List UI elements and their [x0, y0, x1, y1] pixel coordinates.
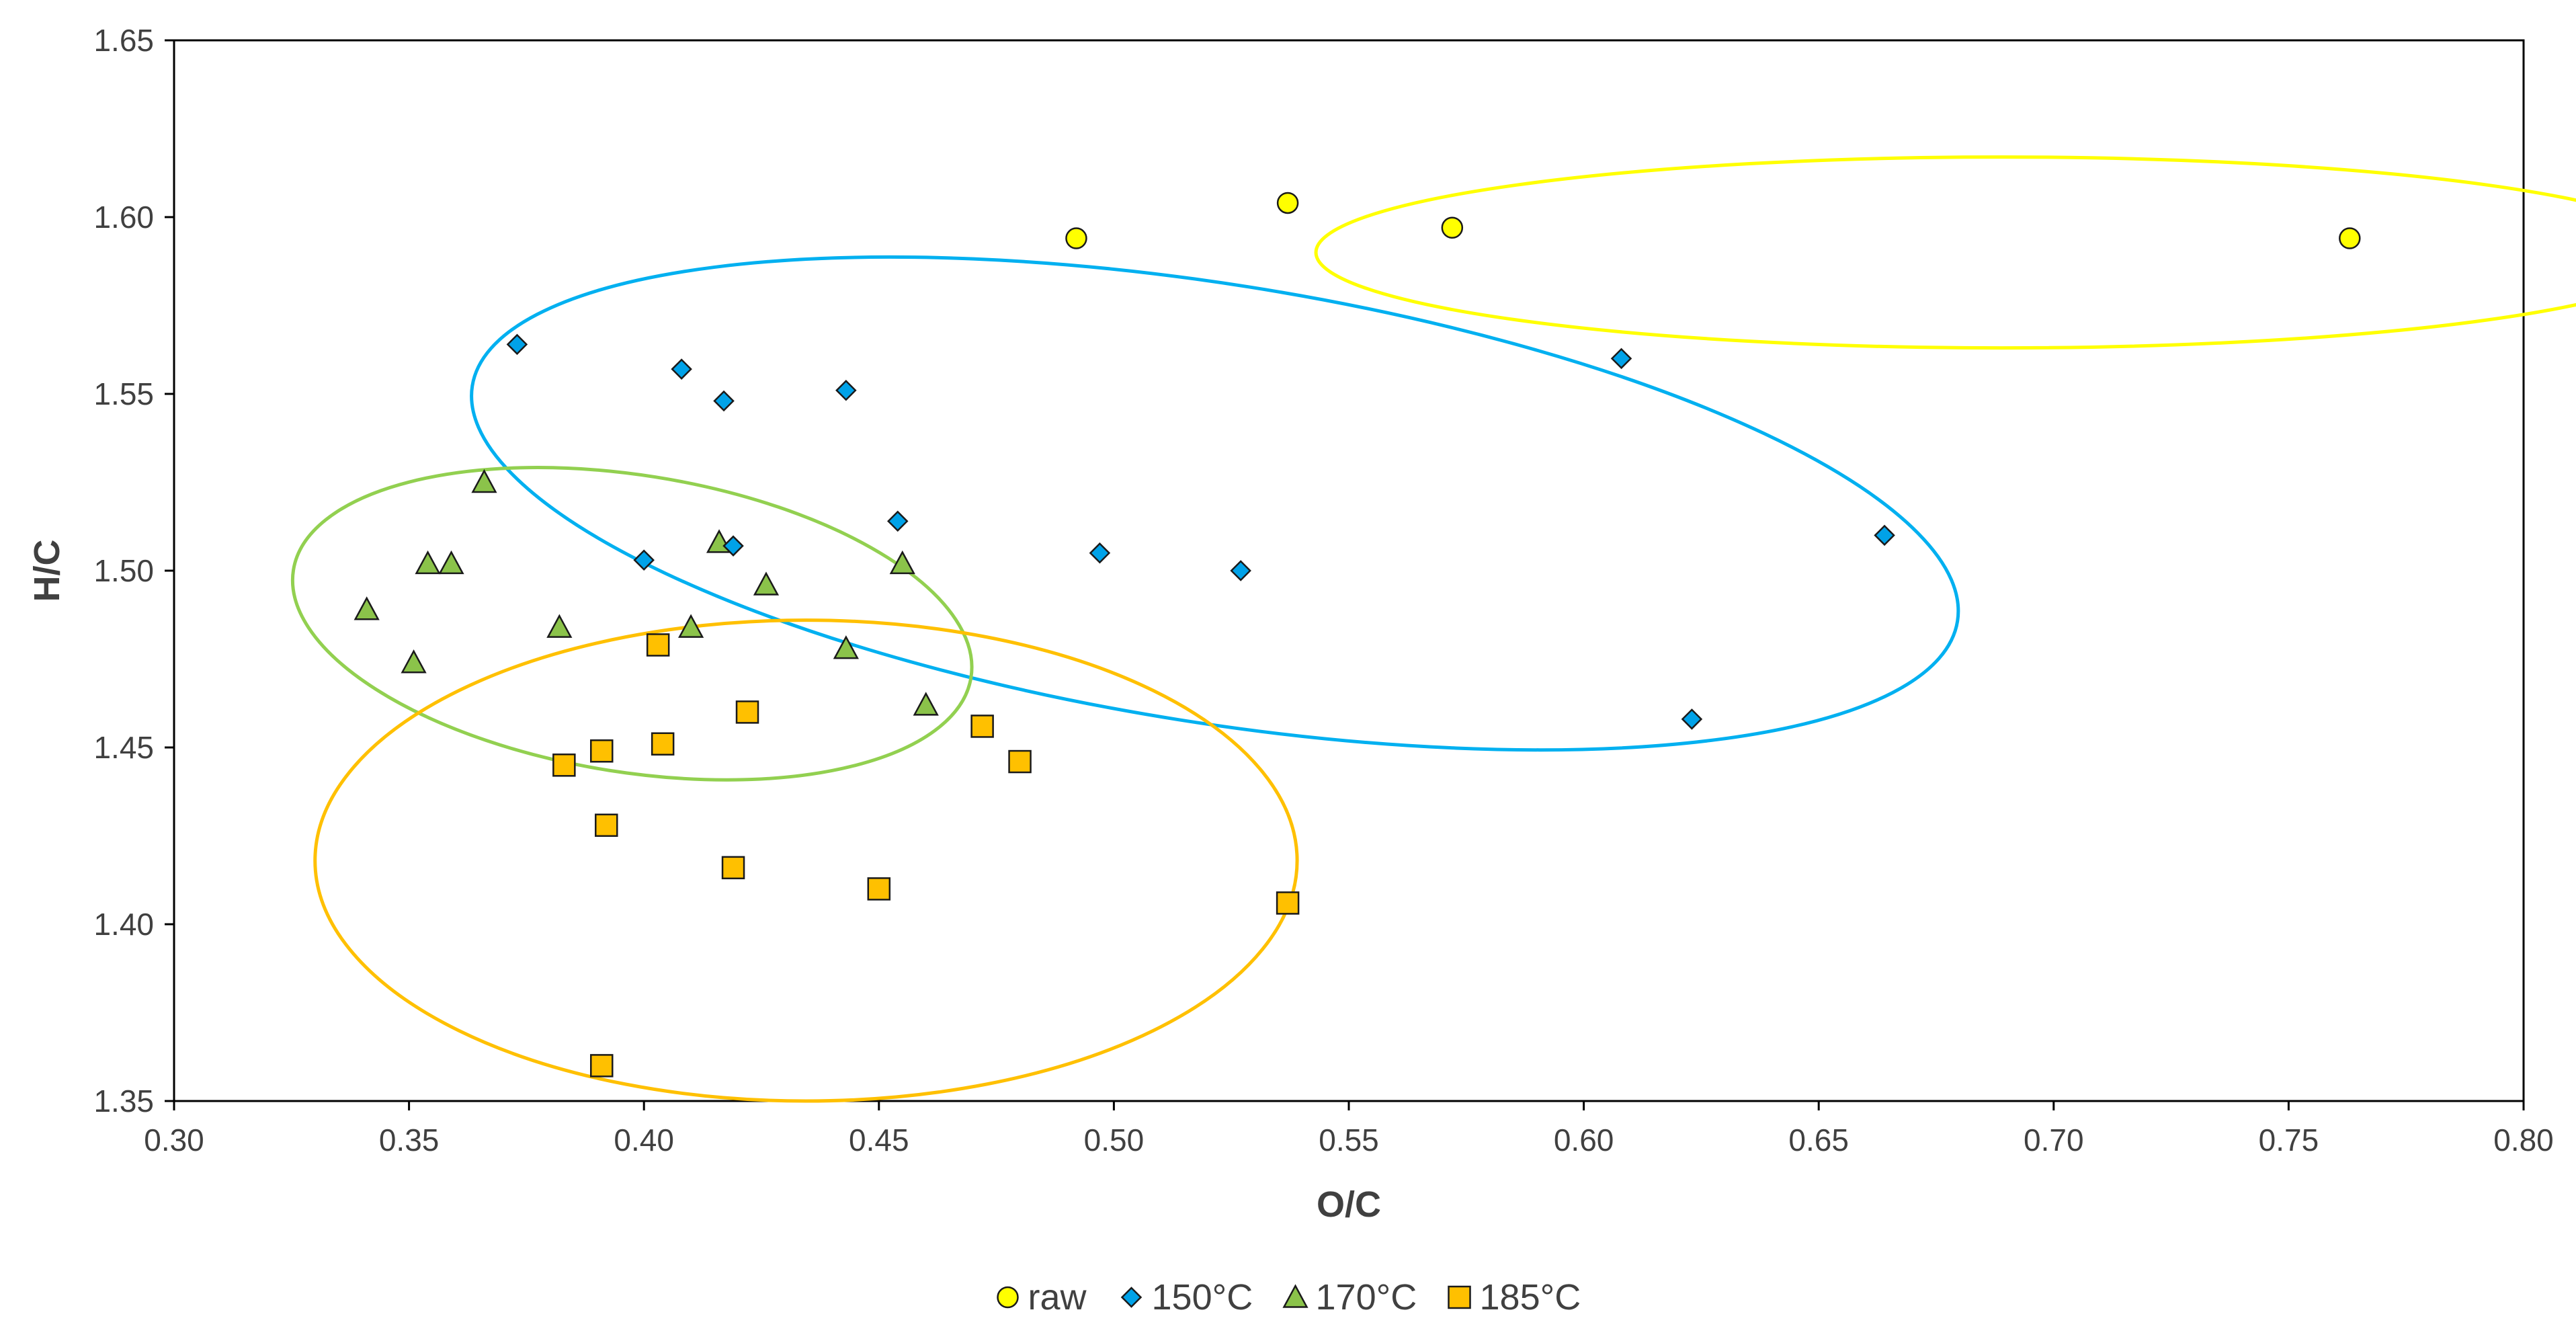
ellipse-layer	[290, 155, 2576, 1103]
point-raw	[1276, 192, 1299, 214]
point-150c	[835, 379, 857, 401]
point-185c	[646, 633, 670, 657]
x-tick-label: 0.65	[1788, 1123, 1849, 1157]
raw-cluster-ellipse	[1314, 155, 2576, 350]
point-170c	[833, 635, 859, 659]
point-185c	[867, 877, 891, 901]
point-185c	[590, 739, 614, 763]
legend-marker-150c	[1120, 1287, 1142, 1308]
point-185c	[1276, 891, 1300, 915]
y-tick-label: 1.35	[93, 1084, 154, 1118]
point-150c	[1089, 542, 1111, 564]
y-tick-label: 1.60	[93, 200, 154, 235]
point-raw	[1441, 216, 1464, 239]
point-150c	[671, 358, 692, 380]
point-150c	[633, 549, 655, 571]
y-axis-title: H/C	[27, 540, 67, 602]
legend-marker-170c	[1282, 1284, 1308, 1308]
point-170c	[678, 614, 704, 638]
point-170c	[546, 614, 573, 638]
point-185c	[552, 754, 576, 777]
point-150c	[1610, 348, 1632, 370]
legend-marker-185c	[1448, 1285, 1471, 1309]
point-150c	[713, 390, 735, 412]
x-tick-label: 0.70	[2024, 1123, 2084, 1157]
x-tick-label: 0.40	[614, 1123, 674, 1157]
y-tick-label: 1.40	[93, 907, 154, 942]
point-170c	[415, 550, 441, 575]
point-150c	[1230, 560, 1251, 581]
points-layer	[354, 192, 2361, 1077]
plot-area	[173, 39, 2525, 1102]
y-tick-label: 1.45	[93, 730, 154, 765]
point-185c	[1008, 749, 1032, 774]
point-170c	[401, 649, 427, 674]
legend-label-raw: raw	[1028, 1277, 1087, 1317]
x-tick-label: 0.75	[2259, 1123, 2319, 1157]
y-axis-ticks: 1.35 1.40 1.45 1.50 1.55 1.60 1.65	[93, 23, 174, 1118]
point-raw	[2339, 227, 2361, 249]
150c-cluster-ellipse	[470, 255, 1960, 752]
point-185c	[590, 1054, 614, 1077]
y-tick-label: 1.50	[93, 553, 154, 588]
point-185c	[651, 732, 675, 756]
point-150c	[887, 510, 909, 532]
x-tick-label: 0.80	[2493, 1123, 2554, 1157]
point-150c	[722, 535, 744, 557]
legend: raw 150°C 170°C 185°C	[997, 1277, 1581, 1317]
point-150c	[506, 333, 528, 356]
point-150c	[1874, 524, 1895, 546]
x-tick-label: 0.35	[379, 1123, 440, 1157]
point-raw	[1065, 227, 1087, 249]
x-axis-title: O/C	[1317, 1184, 1381, 1225]
legend-label-185c: 185°C	[1480, 1277, 1581, 1317]
point-170c	[889, 550, 915, 575]
x-tick-label: 0.55	[1319, 1123, 1379, 1157]
point-170c	[354, 596, 380, 620]
point-150c	[1681, 708, 1703, 730]
legend-marker-raw	[997, 1286, 1019, 1309]
x-tick-label: 0.60	[1554, 1123, 1614, 1157]
y-tick-label: 1.65	[93, 23, 154, 58]
y-tick-label: 1.55	[93, 376, 154, 411]
legend-label-150c: 150°C	[1152, 1277, 1253, 1317]
x-tick-label: 0.45	[849, 1123, 909, 1157]
point-170c	[438, 550, 464, 575]
point-185c	[595, 813, 618, 837]
point-170c	[471, 469, 497, 493]
x-tick-label: 0.30	[144, 1123, 204, 1157]
point-185c	[735, 700, 759, 724]
x-axis-ticks: 0.30 0.35 0.40 0.45 0.50 0.55 0.60 0.65 0.70 0.75…	[144, 1101, 2554, 1157]
x-tick-label: 0.50	[1084, 1123, 1145, 1157]
point-185c	[721, 856, 745, 880]
170c-cluster-ellipse	[290, 466, 974, 782]
185c-cluster-ellipse	[313, 618, 1299, 1103]
point-185c	[970, 715, 994, 738]
legend-label-170c: 170°C	[1316, 1277, 1417, 1317]
point-170c	[913, 692, 939, 716]
point-170c	[753, 571, 780, 596]
